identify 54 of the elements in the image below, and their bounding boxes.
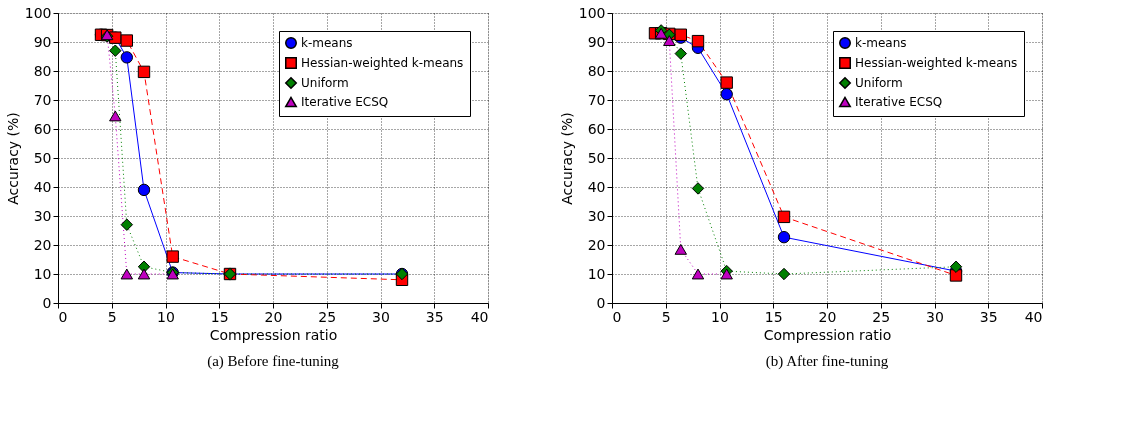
x-tick-label: 0 bbox=[58, 308, 68, 325]
legend-label: k-means bbox=[301, 36, 353, 50]
y-tick-label: 60 bbox=[33, 120, 52, 137]
y-tick-label: 10 bbox=[33, 265, 52, 282]
legend-label: Hessian-weighted k-means bbox=[301, 56, 464, 70]
x-axis-title: Compression ratio bbox=[209, 326, 338, 343]
x-tick-label: 35 bbox=[425, 308, 444, 325]
x-tick-label: 30 bbox=[372, 308, 390, 325]
y-tick-label: 70 bbox=[587, 91, 606, 108]
legend-label: k-means bbox=[855, 36, 907, 50]
y-tick-label: 90 bbox=[587, 33, 606, 50]
y-tick-label: 50 bbox=[587, 149, 606, 166]
y-tick-label: 10 bbox=[587, 265, 606, 282]
x-tick-label: 40 bbox=[1024, 308, 1043, 325]
y-tick-label: 50 bbox=[33, 149, 52, 166]
x-tick-label: 20 bbox=[818, 308, 837, 325]
y-tick-label: 20 bbox=[33, 236, 52, 253]
y-tick-label: 20 bbox=[587, 236, 606, 253]
y-axis-title: Accuracy (%) bbox=[4, 112, 21, 205]
x-tick-label: 5 bbox=[661, 308, 671, 325]
legend-label: Uniform bbox=[855, 76, 903, 90]
legend-label: Hessian-weighted k-means bbox=[855, 56, 1018, 70]
x-tick-label: 0 bbox=[612, 308, 622, 325]
y-tick-label: 30 bbox=[33, 207, 52, 224]
y-tick-label: 80 bbox=[33, 62, 52, 79]
x-tick-label: 10 bbox=[157, 308, 175, 325]
x-tick-label: 25 bbox=[318, 308, 337, 325]
text: (b) After fine-tuning bbox=[765, 353, 889, 370]
y-tick-label: 40 bbox=[33, 178, 52, 195]
x-tick-label: 35 bbox=[979, 308, 998, 325]
y-tick-label: 70 bbox=[33, 91, 52, 108]
x-tick-label: 10 bbox=[711, 308, 729, 325]
y-tick-label: 0 bbox=[596, 294, 606, 311]
y-tick-label: 80 bbox=[587, 62, 606, 79]
x-tick-label: 40 bbox=[470, 308, 489, 325]
y-tick-label: 60 bbox=[587, 120, 606, 137]
x-tick-label: 20 bbox=[264, 308, 283, 325]
legend-label: Uniform bbox=[301, 76, 349, 90]
legend-label: Iterative ECSQ bbox=[855, 95, 943, 109]
y-tick-label: 0 bbox=[42, 294, 52, 311]
y-tick-label: 30 bbox=[587, 207, 606, 224]
x-axis-title: Compression ratio bbox=[763, 326, 892, 343]
y-tick-label: 40 bbox=[587, 178, 606, 195]
x-tick-label: 5 bbox=[107, 308, 117, 325]
x-tick-label: 30 bbox=[926, 308, 944, 325]
text: (a) Before fine-tuning bbox=[207, 353, 340, 370]
y-axis-title: Accuracy (%) bbox=[558, 112, 575, 205]
y-tick-label: 90 bbox=[33, 33, 52, 50]
y-tick-label: 100 bbox=[578, 4, 606, 21]
legend-label: Iterative ECSQ bbox=[301, 95, 389, 109]
x-tick-label: 15 bbox=[764, 308, 783, 325]
x-tick-label: 25 bbox=[872, 308, 891, 325]
x-tick-label: 15 bbox=[210, 308, 229, 325]
y-tick-label: 100 bbox=[24, 4, 52, 21]
